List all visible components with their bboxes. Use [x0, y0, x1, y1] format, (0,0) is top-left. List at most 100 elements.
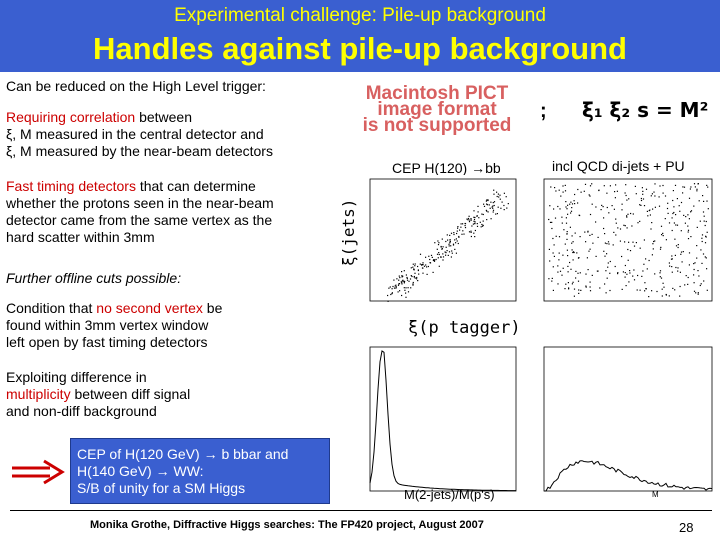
scatter-point [565, 283, 567, 285]
scatter-point [697, 183, 699, 185]
scatter-point [680, 251, 683, 253]
scatter-point [476, 223, 478, 225]
scatter-point [493, 204, 495, 207]
scatter-point [641, 187, 643, 189]
scatter-point [583, 190, 585, 192]
multiplicity-text: Exploiting difference in multiplicity be… [6, 369, 190, 420]
scatter-point [688, 218, 690, 220]
scatter-point [679, 295, 681, 297]
scatter-point [548, 218, 550, 221]
scatter-point [680, 230, 682, 232]
scatter-point [401, 294, 403, 297]
scatter-point [703, 220, 705, 222]
scatter-point [553, 208, 555, 210]
scatter-point [572, 259, 574, 261]
scatter-point [625, 184, 627, 186]
scatter-point [605, 270, 607, 272]
scatter-point [702, 195, 704, 197]
scatter-point [680, 253, 682, 255]
scatter-point [428, 255, 430, 257]
semicolon: ; [540, 100, 547, 122]
scatter-point [680, 201, 683, 204]
scatter-point [562, 267, 564, 269]
scatter-point [410, 275, 412, 277]
scatter-point [402, 275, 404, 277]
scatter-point [677, 244, 679, 246]
scatter-point [411, 275, 413, 278]
scatter-point [697, 292, 699, 294]
scatter-point [612, 244, 614, 246]
scatter-point [453, 233, 455, 236]
scatter-point [615, 234, 617, 236]
scatter-point [474, 223, 476, 225]
scatter-point [577, 202, 579, 204]
scatter-point [602, 206, 604, 208]
scatter-point [662, 184, 664, 187]
scatter-point [455, 252, 457, 254]
scatter-point [477, 211, 479, 213]
scatter-point [426, 273, 428, 275]
scatter-point [626, 215, 628, 217]
scatter-point [450, 245, 452, 247]
scatter-point [566, 231, 568, 233]
scatter-point [606, 253, 608, 255]
scatter-point [398, 283, 401, 285]
scatter-point [493, 189, 495, 191]
scatter-point [668, 262, 670, 264]
scatter-point [552, 289, 554, 291]
scatter-point [698, 275, 700, 277]
scatter-point [619, 228, 622, 230]
scatter-point [571, 242, 573, 244]
scatter-point [567, 271, 569, 273]
scatter-point [666, 207, 669, 210]
scatter-point [573, 295, 575, 297]
scatter-point [401, 283, 403, 285]
scatter-point [553, 244, 555, 246]
scatter-point [617, 272, 619, 274]
scatter-point [433, 259, 435, 261]
scatter-point [416, 278, 418, 280]
scatter-point [682, 251, 684, 253]
scatter-point [683, 214, 685, 216]
scatter-point [401, 271, 403, 273]
scatter-point [441, 248, 443, 250]
scatter-point [452, 244, 455, 246]
scatter-point [658, 205, 661, 207]
scatter-point [492, 202, 494, 204]
scatter-point [458, 235, 460, 238]
scatter-point [503, 209, 505, 211]
scatter-point [572, 251, 574, 254]
scatter-point [477, 205, 479, 207]
scatter-point [683, 186, 686, 188]
scatter-point [483, 203, 485, 205]
scatter-point [690, 236, 692, 238]
scatter-point [632, 213, 634, 215]
scatter-point [701, 234, 704, 236]
scatter-point [672, 199, 674, 202]
scatter-point [391, 288, 393, 290]
scatter-point [402, 279, 404, 281]
scatter-point [693, 274, 695, 276]
scatter-point [643, 263, 645, 265]
scatter-point [703, 215, 705, 217]
scatter-point [646, 268, 648, 270]
scatter-point [506, 207, 508, 209]
scatter-point [464, 225, 466, 227]
scatter-point [457, 226, 459, 228]
scatter-point [496, 195, 498, 198]
background-histogram [540, 345, 716, 495]
scatter-point [651, 222, 653, 224]
scatter-point [653, 240, 655, 243]
scatter-point [627, 259, 629, 261]
scatter-point [688, 252, 691, 254]
scatter-point [560, 195, 562, 197]
scatter-point [676, 198, 678, 200]
scatter-point [432, 271, 434, 273]
scatter-point [412, 284, 414, 286]
scatter-point [706, 200, 708, 202]
scatter-point [487, 199, 489, 202]
scatter-point [661, 288, 663, 290]
scatter-point [493, 193, 495, 195]
scatter-point [550, 186, 552, 188]
